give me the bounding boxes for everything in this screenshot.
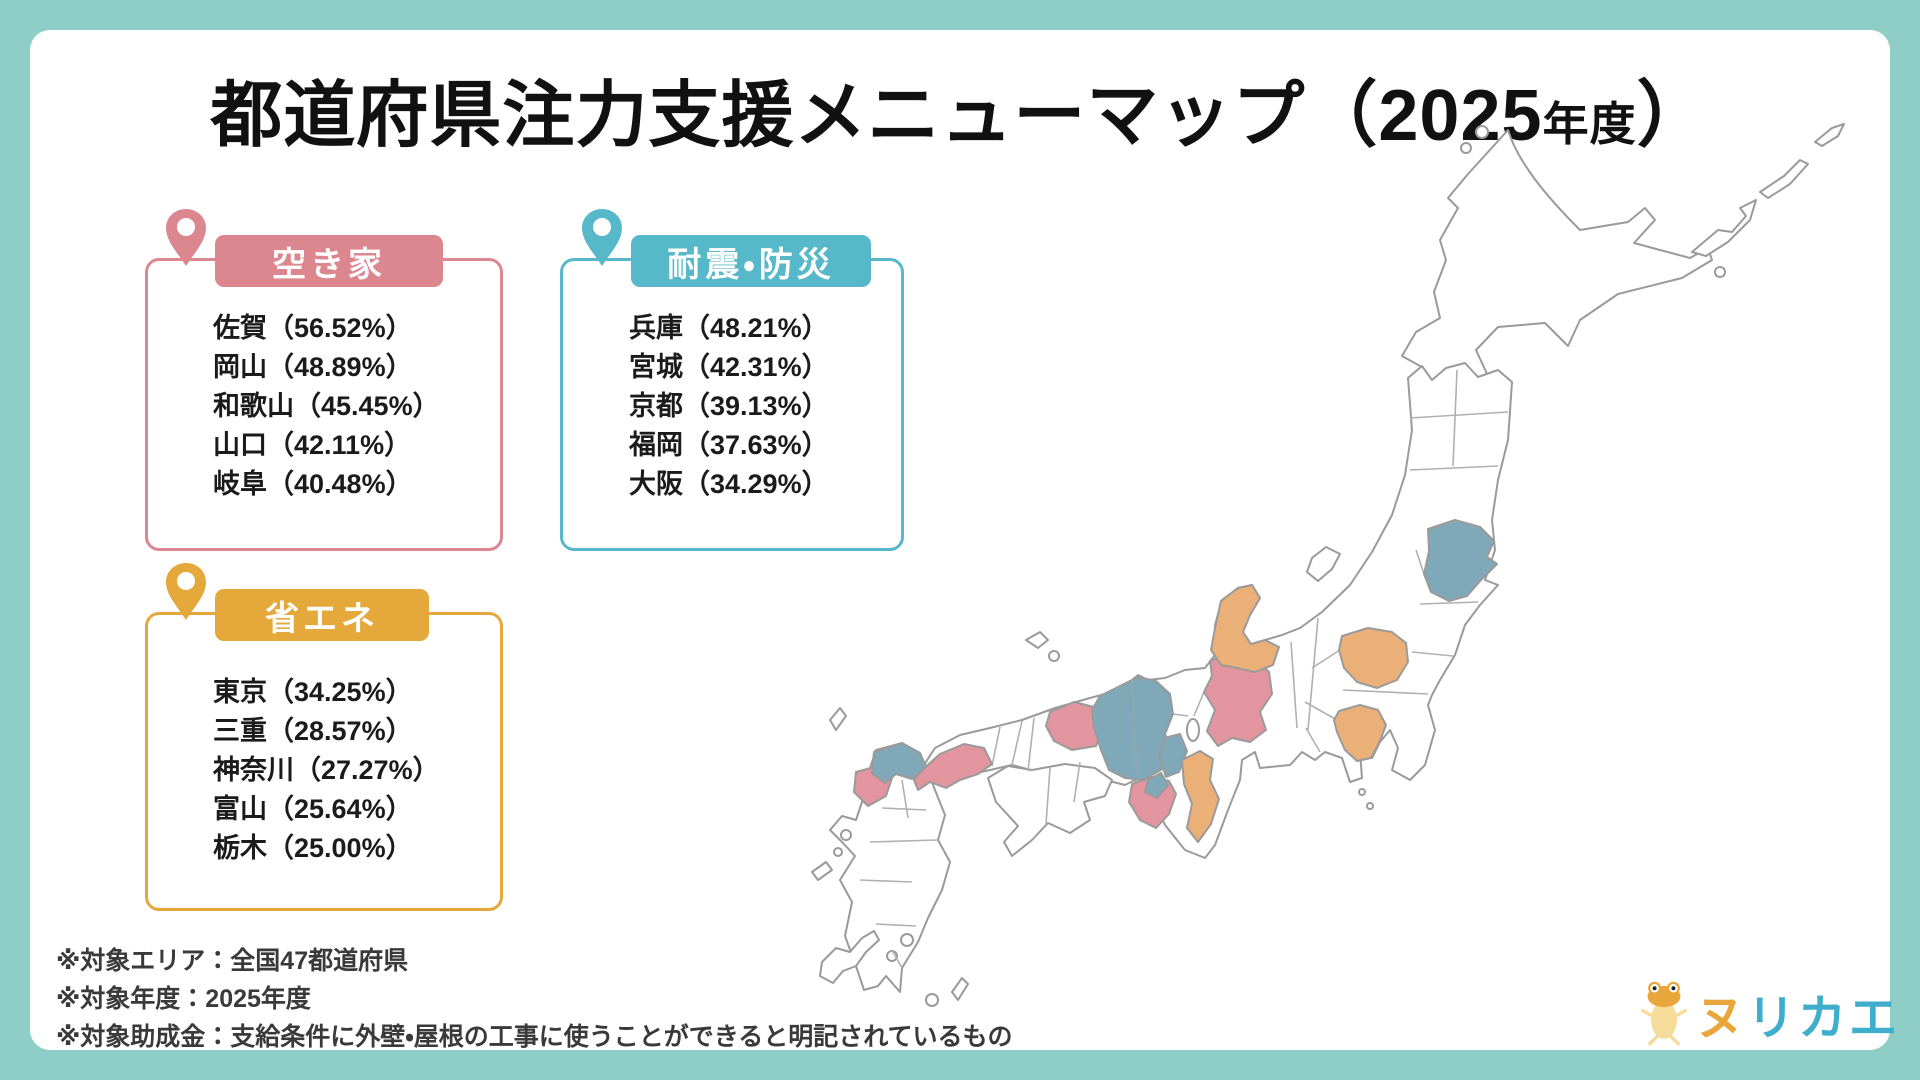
map-pref-mie [1182, 751, 1219, 842]
prefecture-stat: 東京（34.25%） [213, 677, 413, 707]
map-pref-tokyo-kanagawa [1334, 705, 1386, 761]
map-island-rebun [1461, 143, 1471, 153]
map-island-izu-1 [1359, 789, 1365, 795]
map-island-kuril-3 [1815, 124, 1844, 146]
prefecture-stat: 福岡（37.63%） [629, 430, 829, 460]
category-header-shoene: 省エネ [215, 589, 429, 641]
category-label-akiya: 空き家 [272, 245, 386, 284]
map-island-hokkaido [1402, 130, 1712, 432]
page-title-year-suffix: 年度 [1542, 98, 1637, 150]
map-pin-icon-akiya [166, 209, 206, 266]
japan-map [560, 80, 1890, 1050]
prefecture-stat: 宮城（42.31%） [629, 352, 829, 382]
map-island-shikoku [988, 764, 1112, 856]
category-label-shoene: 省エネ [265, 599, 379, 638]
map-island-yakushima [926, 994, 938, 1006]
prefecture-stat: 三重（28.57%） [213, 716, 413, 746]
footnote-line: ※対象年度：2025年度 [56, 985, 311, 1013]
prefecture-stat: 佐賀（56.52%） [213, 313, 413, 343]
prefecture-stat: 京都（39.13%） [629, 391, 829, 421]
prefecture-borders [860, 370, 1508, 968]
pref-list-taishin: 兵庫（48.21%） 宮城（42.31%） 京都（39.13%） 福岡（37.6… [629, 309, 829, 504]
category-header-taishin: 耐震・防災 [631, 235, 871, 287]
logo-char: カ [1798, 992, 1850, 1045]
category-header-akiya: 空き家 [215, 235, 443, 287]
map-islet-east [1715, 267, 1725, 277]
map-pref-miyagi [1424, 520, 1497, 601]
category-box-akiya: 空き家 佐賀（56.52%） 岡山（48.89%） 和歌山（45.45%） 山口… [145, 209, 503, 551]
infographic-card: 都道府県注力支援メニューマップ（2025年度） [30, 30, 1897, 1051]
map-pref-yamaguchi [914, 744, 992, 790]
map-pref-kyoto-hyogo-border [1132, 680, 1137, 776]
prefecture-stat: 富山（25.64%） [213, 794, 413, 824]
map-pin-icon-shoene [166, 563, 206, 620]
map-pref-toyama [1211, 585, 1279, 672]
prefecture-stat: 栃木（25.00%） [213, 833, 413, 863]
category-box-shoene: 省エネ 東京（34.25%） 三重（28.57%） 神奈川（27.27%） 富山… [145, 563, 503, 911]
map-island-tanegashima [952, 978, 968, 1000]
map-island-hirado [834, 848, 842, 856]
map-island-rishiri [1476, 126, 1488, 138]
map-island-okinawa-3 [901, 934, 913, 946]
footnotes: ※対象エリア：全国47都道府県 ※対象年度：2025年度 ※対象助成金：支給条件… [56, 942, 1013, 1056]
map-pref-awaji [1145, 773, 1168, 798]
prefecture-stat: 大阪（34.29%） [629, 469, 829, 499]
map-island-okinawa [820, 931, 879, 983]
map-pref-okayama [1046, 702, 1104, 750]
page-title: 都道府県注力支援メニューマップ（2025年度） [30, 56, 1890, 161]
map-island-tsushima [830, 708, 846, 730]
map-island-kuril-1 [1692, 200, 1756, 256]
map-island-izu-2 [1367, 803, 1373, 809]
prefecture-stat: 岡山（48.89%） [213, 352, 413, 382]
prefecture-stat: 山口（42.11%） [213, 430, 412, 460]
footnote-line: ※対象助成金：支給条件に外壁・屋根の工事に使うことができると明記されているもの [56, 1023, 1013, 1051]
map-island-sado [1307, 547, 1340, 581]
map-island-kuril-2 [1760, 160, 1808, 198]
logo-char: ヌ [1696, 992, 1748, 1045]
page-title-paren-close: ） [1636, 76, 1710, 156]
map-island-kyushu [830, 743, 950, 992]
page-title-main: 都道府県注力支援メニューマップ（2025 [210, 76, 1543, 156]
pref-list-shoene: 東京（34.25%） 三重（28.57%） 神奈川（27.27%） 富山（25.… [213, 673, 440, 868]
map-pref-osaka [1159, 734, 1187, 777]
category-label-taishin: 耐震・防災 [667, 245, 835, 284]
frog-mascot-icon [1641, 981, 1687, 1046]
logo-char: エ [1849, 992, 1901, 1045]
map-island-oki [1026, 632, 1048, 648]
map-pref-tochigi [1339, 628, 1408, 688]
footnote-line: ※対象エリア：全国47都道府県 [56, 947, 409, 975]
prefecture-stat: 和歌山（45.45%） [213, 391, 440, 421]
map-island-goto [812, 862, 832, 880]
map-island-oki-2 [1049, 651, 1059, 661]
map-pref-fukuoka [872, 743, 926, 783]
prefecture-stat: 神奈川（27.27%） [213, 755, 440, 785]
brand-logo: ヌリカエ [1638, 978, 1900, 1048]
map-lake-biwa [1187, 719, 1199, 741]
logo-text: ヌリカエ [1696, 978, 1900, 1048]
category-box-taishin: 耐震・防災 兵庫（48.21%） 宮城（42.31%） 京都（39.13%） 福… [560, 209, 904, 551]
prefecture-stat: 兵庫（48.21%） [629, 313, 829, 343]
pref-list-akiya: 佐賀（56.52%） 岡山（48.89%） 和歌山（45.45%） 山口（42.… [213, 309, 440, 504]
map-island-iki [841, 830, 851, 840]
map-pin-icon-taishin [582, 209, 622, 266]
logo-char: リ [1747, 992, 1799, 1045]
prefecture-stat: 岐阜（40.48%） [213, 469, 413, 499]
